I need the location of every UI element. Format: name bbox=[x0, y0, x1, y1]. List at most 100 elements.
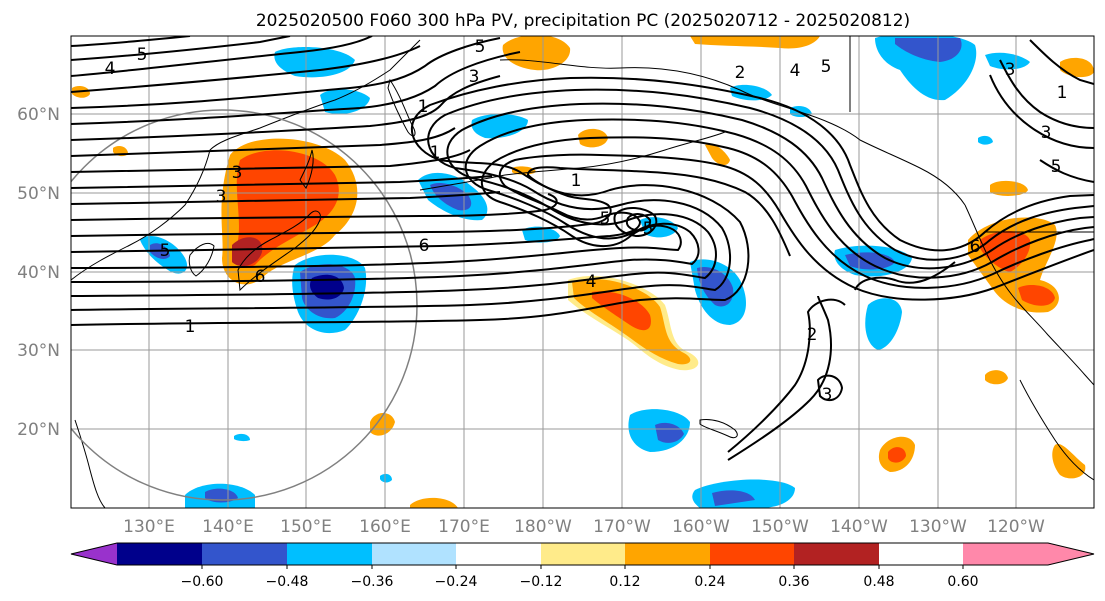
coastline-mexico bbox=[1019, 379, 1094, 481]
precip-anomaly-positive bbox=[1018, 285, 1055, 306]
colorbar-tick-label: −0.60 bbox=[181, 574, 224, 590]
pv-contours bbox=[71, 36, 1094, 461]
pv-contour bbox=[71, 175, 493, 189]
pv-contour-labels: 5 4 5 3 2 4 5 1 3 1 1 3 3 5 5 6 6 6 4 1 bbox=[105, 37, 1068, 405]
pv-contour bbox=[71, 88, 1094, 311]
pv-label: 1 bbox=[571, 171, 582, 191]
pv-label: 5 bbox=[821, 57, 832, 77]
colorbar-segment bbox=[117, 543, 202, 565]
lon-label: 170°E bbox=[438, 517, 490, 537]
precip-anomaly-negative bbox=[380, 473, 392, 483]
colorbar-segment bbox=[202, 543, 287, 565]
pv-label: 2 bbox=[735, 63, 746, 83]
pv-label: 5 bbox=[643, 219, 654, 239]
precip-anomaly-positive bbox=[985, 370, 1008, 385]
precip-anomaly-negative bbox=[985, 52, 1030, 70]
colorbar-tick-label: 0.36 bbox=[778, 574, 809, 590]
coastline-hawaii bbox=[699, 419, 738, 439]
pv-label: 4 bbox=[105, 59, 116, 79]
pv-contour bbox=[71, 191, 501, 205]
pv-contour bbox=[71, 166, 791, 257]
pv-contour bbox=[1039, 159, 1094, 183]
pv-contour bbox=[71, 75, 501, 141]
colorbar-segment bbox=[541, 543, 625, 565]
pv-label: 2 bbox=[807, 325, 818, 345]
coastline-kamchatka bbox=[387, 78, 416, 137]
pv-contour bbox=[999, 59, 1094, 129]
pv-contour-closed bbox=[816, 374, 844, 402]
pv-contour-closed bbox=[625, 213, 652, 232]
precip-anomaly-negative bbox=[205, 488, 238, 503]
pv-contour bbox=[71, 76, 1094, 326]
colorbar-outline bbox=[70, 542, 1095, 566]
pv-contour bbox=[71, 36, 291, 61]
lat-label: 40°N bbox=[17, 263, 60, 283]
lat-label: 50°N bbox=[17, 184, 60, 204]
lon-label: 160°E bbox=[359, 517, 411, 537]
pv-label: 3 bbox=[232, 163, 243, 183]
precip-anomaly-negative bbox=[895, 38, 962, 62]
lon-label: 130°W bbox=[909, 517, 967, 537]
precip-anomaly-positive bbox=[690, 36, 820, 49]
lon-label: 130°E bbox=[123, 517, 175, 537]
colorbar-segment bbox=[625, 543, 710, 565]
pv-label: 5 bbox=[160, 241, 171, 261]
precip-anomaly-positive bbox=[705, 143, 730, 166]
colorbar-tick-label: 0.48 bbox=[863, 574, 894, 590]
colorbar-tick-label: 0.60 bbox=[947, 574, 978, 590]
coastline-asia bbox=[71, 39, 421, 281]
pv-label: 1 bbox=[185, 317, 196, 337]
coastline-sakhalin bbox=[299, 149, 314, 189]
pv-label: 5 bbox=[475, 37, 486, 57]
pv-contour bbox=[71, 149, 471, 173]
precip-anomaly-positive bbox=[888, 447, 906, 463]
longitude-labels: 130°E 140°E 150°E 160°E 170°E 180°W 170°… bbox=[123, 517, 1045, 537]
colorbar-extend-high bbox=[1048, 543, 1094, 565]
colorbar: −0.60 −0.48 −0.36 −0.24 −0.12 0.12 0.24 … bbox=[70, 542, 1095, 590]
pv-label: 1 bbox=[430, 143, 441, 163]
lon-label: 160°W bbox=[672, 517, 730, 537]
precip-anomaly-positive bbox=[1052, 444, 1086, 479]
precip-anomaly-negative bbox=[234, 433, 250, 442]
colorbar-ticks bbox=[201, 565, 964, 569]
colorbar-segment bbox=[794, 543, 879, 565]
coastline-aleutians bbox=[419, 131, 726, 191]
pv-label: 1 bbox=[418, 97, 429, 117]
pv-label: 3 bbox=[216, 187, 227, 207]
pv-contour bbox=[71, 136, 1094, 289]
precip-anomaly-positive bbox=[370, 413, 395, 436]
precip-anomaly-negative bbox=[978, 135, 993, 145]
lat-label: 60°N bbox=[17, 105, 60, 125]
precip-anomaly-negative bbox=[712, 490, 755, 506]
coastline-alaska bbox=[499, 59, 966, 206]
lon-label: 170°W bbox=[593, 517, 651, 537]
pv-label: 6 bbox=[970, 237, 981, 257]
precip-anomaly-positive bbox=[235, 150, 339, 267]
pv-contour bbox=[1029, 39, 1094, 85]
lat-label: 20°N bbox=[17, 420, 60, 440]
pv-contour bbox=[727, 298, 846, 453]
colorbar-segment bbox=[372, 543, 456, 565]
precip-anomaly-negative bbox=[274, 47, 355, 78]
pv-contour bbox=[71, 37, 501, 109]
precip-anomaly-negative bbox=[522, 226, 560, 243]
pv-label: 6 bbox=[255, 267, 266, 287]
coastline-philippines bbox=[74, 419, 106, 508]
colorbar-segment bbox=[963, 543, 1048, 565]
colorbar-extend-low bbox=[71, 543, 117, 565]
precip-anomaly-positive bbox=[990, 180, 1028, 196]
precip-anomaly-positive bbox=[410, 497, 458, 508]
pv-label: 4 bbox=[790, 61, 801, 81]
pv-contour bbox=[71, 127, 456, 157]
colorbar-tick-label: −0.24 bbox=[435, 574, 478, 590]
pv-contour bbox=[71, 51, 521, 125]
pv-contour bbox=[71, 36, 373, 77]
map-frame bbox=[70, 35, 1095, 509]
pv-label: 3 bbox=[822, 385, 833, 405]
pv-label: 5 bbox=[600, 209, 611, 229]
colorbar-segment bbox=[456, 543, 541, 565]
pv-contour bbox=[71, 118, 1094, 283]
colorbar-segment bbox=[287, 543, 372, 565]
lon-label: 140°W bbox=[830, 517, 888, 537]
